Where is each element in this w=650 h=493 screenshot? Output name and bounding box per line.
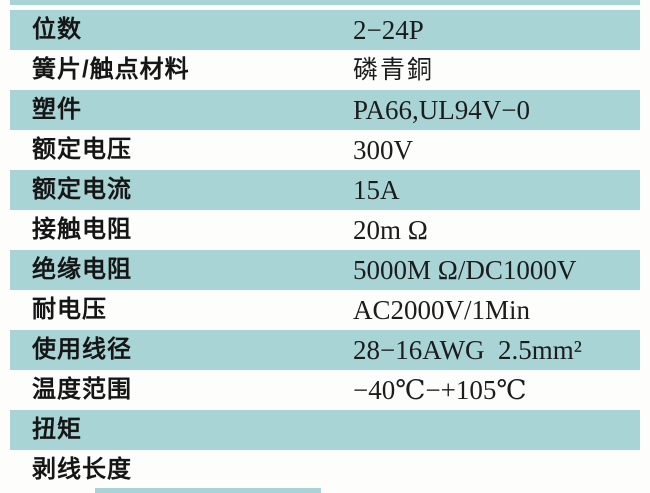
- spec-label: 额定电压: [32, 136, 132, 163]
- spec-row-torque: 扭矩: [10, 410, 640, 450]
- spec-label: 塑件: [32, 96, 82, 123]
- spec-row-strip-length: 剥线长度: [10, 450, 640, 490]
- spec-row-contact-material: 簧片/触点材料 磷青銅: [10, 50, 640, 90]
- spec-label: 使用线径: [32, 336, 132, 363]
- spec-label: 剥线长度: [32, 456, 132, 483]
- spec-value: PA66,UL94V−0: [353, 94, 531, 125]
- spec-value: 20m Ω: [353, 214, 428, 245]
- spec-table: 位数 2−24P 簧片/触点材料 磷青銅 塑件 PA66,UL94V−0 额定电…: [10, 10, 640, 490]
- spec-value: 磷青銅: [353, 56, 435, 84]
- spec-label: 扭矩: [32, 416, 82, 443]
- spec-label: 接触电阻: [32, 216, 132, 243]
- spec-row-wire-gauge: 使用线径 28−16AWG 2.5mm²: [10, 330, 640, 370]
- spec-value: 15A: [353, 174, 400, 205]
- spec-row-withstand-voltage: 耐电压 AC2000V/1Min: [10, 290, 640, 330]
- spec-row-rated-voltage: 额定电压 300V: [10, 130, 640, 170]
- bottom-row-fragment: [95, 488, 321, 493]
- spec-row-pin-count: 位数 2−24P: [10, 10, 640, 50]
- spec-value: AC2000V/1Min: [353, 294, 531, 325]
- spec-row-plastic: 塑件 PA66,UL94V−0: [10, 90, 640, 130]
- spec-label: 簧片/触点材料: [32, 56, 190, 83]
- spec-label: 绝缘电阻: [32, 256, 132, 283]
- spec-value: 5000M Ω/DC1000V: [353, 254, 577, 285]
- spec-value: −40℃−+105℃: [353, 374, 527, 405]
- spec-row-contact-resistance: 接触电阻 20m Ω: [10, 210, 640, 250]
- top-accent-strip: [10, 0, 640, 5]
- spec-label: 耐电压: [32, 296, 107, 323]
- spec-label: 额定电流: [32, 176, 132, 203]
- spec-label: 位数: [32, 16, 82, 43]
- spec-value: 300V: [353, 134, 413, 165]
- spec-value: 2−24P: [353, 14, 424, 45]
- spec-row-rated-current: 额定电流 15A: [10, 170, 640, 210]
- spec-label: 温度范围: [32, 376, 132, 403]
- spec-row-temperature-range: 温度范围 −40℃−+105℃: [10, 370, 640, 410]
- spec-value: 28−16AWG 2.5mm²: [353, 334, 582, 365]
- spec-row-insulation-resistance: 绝缘电阻 5000M Ω/DC1000V: [10, 250, 640, 290]
